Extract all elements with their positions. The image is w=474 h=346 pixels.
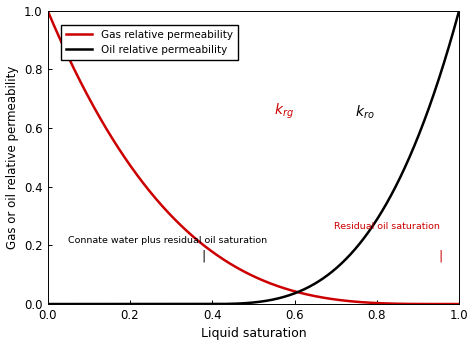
Text: Residual oil saturation: Residual oil saturation [334,222,439,231]
X-axis label: Liquid saturation: Liquid saturation [201,327,306,340]
Text: |: | [438,249,443,262]
Text: |: | [202,249,206,262]
Text: $k_{rg}$: $k_{rg}$ [274,102,294,121]
Y-axis label: Gas or oil relative permeability: Gas or oil relative permeability [6,66,18,249]
Text: $k_{ro}$: $k_{ro}$ [355,103,374,120]
Text: Connate water plus residual oil saturation: Connate water plus residual oil saturati… [68,236,267,245]
Legend: Gas relative permeability, Oil relative permeability: Gas relative permeability, Oil relative … [61,25,238,60]
